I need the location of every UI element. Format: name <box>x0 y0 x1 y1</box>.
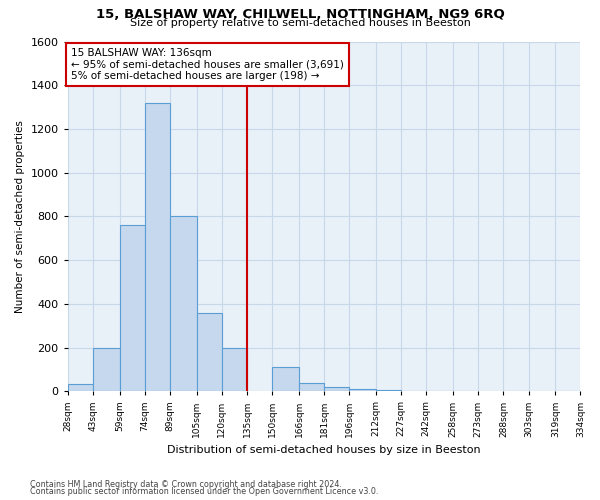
Bar <box>119 225 145 392</box>
Bar <box>324 387 349 392</box>
Bar <box>145 102 170 392</box>
Bar <box>401 390 427 392</box>
Bar <box>272 367 299 392</box>
Bar <box>68 384 93 392</box>
X-axis label: Distribution of semi-detached houses by size in Beeston: Distribution of semi-detached houses by … <box>167 445 481 455</box>
Bar <box>197 312 222 392</box>
Y-axis label: Number of semi-detached properties: Number of semi-detached properties <box>15 120 25 313</box>
Bar <box>93 348 119 392</box>
Bar <box>222 348 247 392</box>
Text: Contains public sector information licensed under the Open Government Licence v3: Contains public sector information licen… <box>30 487 379 496</box>
Bar <box>299 382 324 392</box>
Text: Contains HM Land Registry data © Crown copyright and database right 2024.: Contains HM Land Registry data © Crown c… <box>30 480 342 489</box>
Bar <box>170 216 197 392</box>
Bar <box>349 389 376 392</box>
Text: 15, BALSHAW WAY, CHILWELL, NOTTINGHAM, NG9 6RQ: 15, BALSHAW WAY, CHILWELL, NOTTINGHAM, N… <box>95 8 505 20</box>
Bar <box>376 390 401 392</box>
Text: Size of property relative to semi-detached houses in Beeston: Size of property relative to semi-detach… <box>130 18 470 28</box>
Text: 15 BALSHAW WAY: 136sqm
← 95% of semi-detached houses are smaller (3,691)
5% of s: 15 BALSHAW WAY: 136sqm ← 95% of semi-det… <box>71 48 344 82</box>
